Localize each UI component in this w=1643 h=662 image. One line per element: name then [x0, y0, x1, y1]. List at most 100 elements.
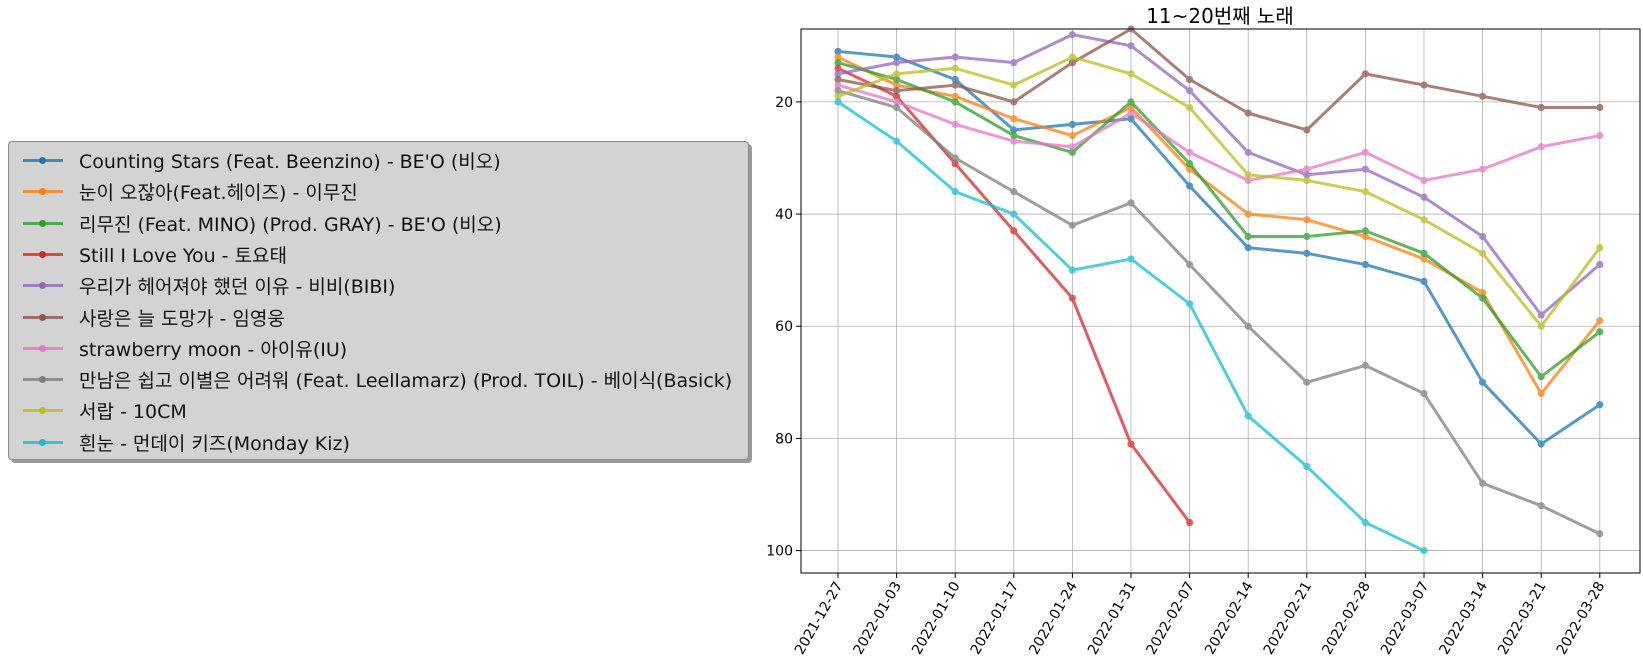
series-line [836, 27, 1602, 132]
series-point [1127, 115, 1135, 123]
series-point [834, 98, 842, 106]
series-point [1303, 462, 1311, 471]
series-point [951, 159, 959, 168]
series-point [1010, 81, 1018, 89]
series-8 [834, 87, 1604, 538]
series-point [1420, 255, 1428, 263]
series-point [1361, 70, 1369, 78]
series-point [1068, 148, 1076, 156]
chart-title: 11~20번째 노래 [1146, 4, 1294, 28]
legend-item: strawberry moon - 아이유(IU) [9, 333, 748, 364]
series-point [1537, 502, 1545, 510]
series-point [834, 59, 842, 67]
series-point [1303, 378, 1311, 386]
series-point [1010, 126, 1018, 134]
series-point [893, 75, 901, 84]
series-point [1244, 210, 1252, 218]
series-point [1068, 31, 1076, 39]
series-1 [834, 47, 1604, 448]
series-point [1361, 188, 1369, 196]
legend-item: 만남은 쉽고 이별은 어려워 (Feat. Leellamarz) (Prod.… [9, 364, 748, 395]
series-point [1361, 260, 1369, 269]
series-point [1068, 294, 1076, 302]
series-point [1479, 165, 1487, 173]
series-line [836, 33, 1602, 317]
series-point [1127, 98, 1135, 106]
series-point [1068, 120, 1076, 128]
series-line [836, 61, 1602, 379]
series-point [1303, 216, 1311, 224]
series-10 [834, 98, 1428, 555]
series-point [951, 64, 959, 72]
series-point [834, 47, 842, 56]
legend-label: 흰눈 - 먼데이 키즈(Monday Kiz) [79, 432, 350, 455]
series-point [1127, 109, 1135, 117]
series-point [1420, 546, 1428, 555]
series-point [1537, 322, 1545, 330]
series-point [1244, 412, 1252, 420]
series-point [1596, 244, 1604, 252]
series-point [1596, 328, 1604, 336]
legend-label: Counting Stars (Feat. Beenzino) - BE'O (… [79, 151, 501, 173]
series-point [1361, 148, 1369, 156]
series-point [1010, 137, 1018, 145]
series-point [834, 87, 842, 95]
x-tick-label: 2022-02-07 [1144, 579, 1199, 657]
series-point [1303, 232, 1311, 241]
series-point [1596, 401, 1604, 409]
series-7 [834, 81, 1604, 185]
series-point [1068, 266, 1076, 274]
series-point [1361, 227, 1369, 235]
series-point [1068, 131, 1076, 140]
series-point [1420, 389, 1428, 398]
series-point [951, 120, 959, 128]
series-point [834, 92, 842, 100]
y-tick-label: 80 [775, 431, 793, 447]
series-point [1537, 373, 1545, 381]
series-point [1010, 188, 1018, 196]
series-point [1244, 109, 1252, 117]
series-point [1186, 182, 1194, 190]
legend-label: 리무진 (Feat. MINO) (Prod. GRAY) - BE'O (비오… [79, 213, 502, 236]
series-point [1010, 210, 1018, 218]
series-point [1420, 216, 1428, 224]
plot-frame [800, 28, 1641, 574]
series-point [1361, 361, 1369, 370]
series-point [1420, 249, 1428, 257]
series-point [1479, 479, 1487, 487]
x-tick-label: 2022-01-24 [1026, 579, 1081, 658]
series-line [836, 89, 1602, 536]
x-tick-label: 2022-03-21 [1495, 579, 1550, 657]
series-point [1244, 322, 1252, 330]
series-point [893, 70, 901, 78]
legend-swatch [23, 176, 63, 207]
series-point [1479, 232, 1487, 241]
legend-item: Counting Stars (Feat. Beenzino) - BE'O (… [9, 145, 748, 176]
series-point [893, 81, 901, 89]
series-point [951, 75, 959, 84]
legend-label: 눈이 오잖아(Feat.헤이즈) - 이무진 [79, 182, 358, 205]
series-point [893, 98, 901, 106]
legend-item: 사랑은 늘 도망가 - 임영웅 [9, 302, 748, 333]
series-line [836, 55, 1602, 396]
series-point [1010, 59, 1018, 67]
series-line [836, 83, 1602, 182]
series-point [1186, 260, 1194, 269]
legend-swatch [23, 395, 63, 426]
series-point [1479, 378, 1487, 386]
series-point [951, 188, 959, 196]
legend-swatch [23, 145, 63, 176]
series-point [1479, 294, 1487, 302]
series-point [1010, 131, 1018, 140]
legend-swatch [23, 333, 63, 364]
series-point [1186, 159, 1194, 168]
series-point [1186, 87, 1194, 95]
series-point [893, 87, 901, 95]
series-4 [834, 64, 1194, 527]
series-point [1127, 199, 1135, 207]
series-point [1479, 288, 1487, 297]
series-point [1303, 171, 1311, 179]
series-point [1479, 249, 1487, 257]
series-point [1361, 232, 1369, 241]
